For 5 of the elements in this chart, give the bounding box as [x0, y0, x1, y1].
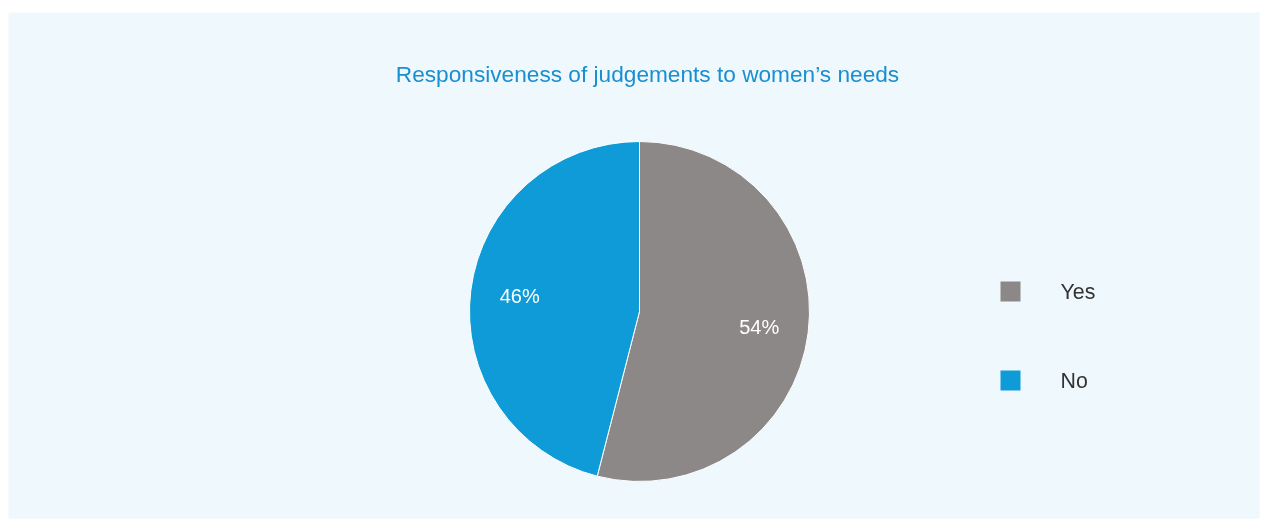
chart-title: Responsiveness of judgements to women’s needs — [395, 60, 900, 87]
data-label: 54% — [739, 315, 780, 338]
legend-label: No — [1060, 368, 1088, 393]
legend-label: Yes — [1060, 279, 1096, 304]
data-label: 46% — [499, 285, 540, 308]
